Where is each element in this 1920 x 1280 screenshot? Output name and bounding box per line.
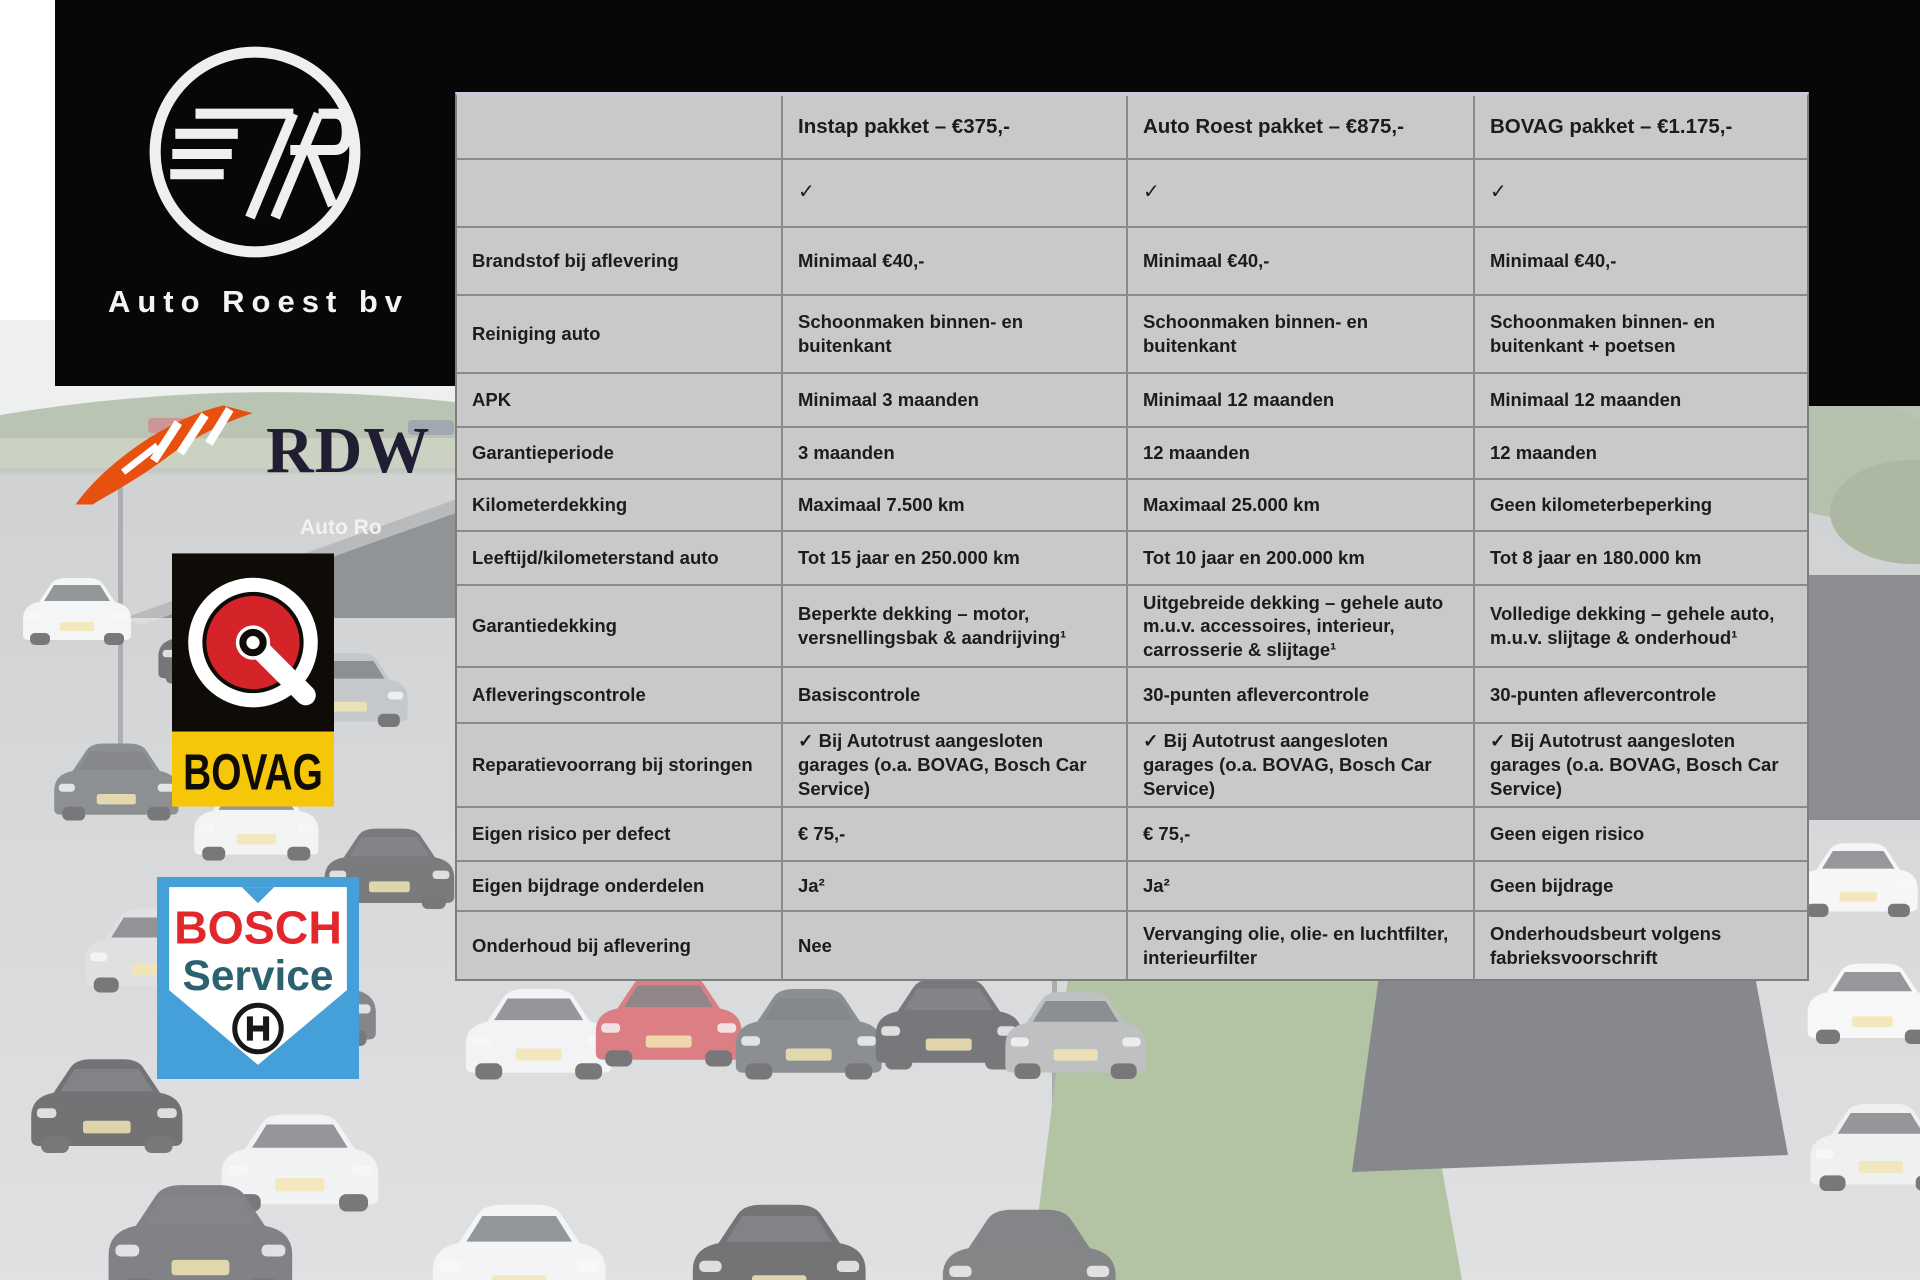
included-check-cell: ✓ bbox=[1128, 160, 1475, 228]
rdw-logo: RDW bbox=[66, 396, 429, 514]
row-label: Eigen bijdrage onderdelen bbox=[457, 862, 783, 912]
package-column-header: BOVAG pakket – €1.175,- bbox=[1475, 96, 1807, 160]
bosch-wordmark: BOSCH bbox=[174, 902, 342, 954]
right-black-band bbox=[1805, 0, 1920, 406]
table-cell: Tot 8 jaar en 180.000 km bbox=[1475, 532, 1807, 586]
bovag-badge-icon: BOVAG bbox=[172, 553, 334, 807]
table-cell: Schoonmaken binnen- en buitenkant bbox=[1128, 296, 1475, 374]
table-cell: Nee bbox=[783, 912, 1128, 979]
rdw-swoosh-icon bbox=[75, 405, 253, 505]
table-cell: Minimaal 3 maanden bbox=[783, 374, 1128, 428]
table-cell: Schoonmaken binnen- en buitenkant bbox=[783, 296, 1128, 374]
table-cell: Maximaal 25.000 km bbox=[1128, 480, 1475, 532]
table-cell: Tot 10 jaar en 200.000 km bbox=[1128, 532, 1475, 586]
package-comparison-table: Instap pakket – €375,- Auto Roest pakket … bbox=[455, 92, 1809, 981]
table-cell: Minimaal €40,- bbox=[783, 228, 1128, 296]
package-column-header: Auto Roest pakket – €875,- bbox=[1128, 96, 1475, 160]
package-column-header: Instap pakket – €375,- bbox=[783, 96, 1128, 160]
row-label: Onderhoud bij aflevering bbox=[457, 912, 783, 979]
table-cell: Geen kilometerbeperking bbox=[1475, 480, 1807, 532]
row-label: Brandstof bij aflevering bbox=[457, 228, 783, 296]
row-label: Eigen risico per defect bbox=[457, 808, 783, 862]
table-cell: 12 maanden bbox=[1475, 428, 1807, 480]
table-cell: Uitgebreide dekking – gehele auto m.u.v.… bbox=[1128, 586, 1475, 668]
table-cell: ✓ Bij Autotrust aangesloten garages (o.a… bbox=[783, 724, 1128, 808]
table-cell: Beperkte dekking – motor, versnellingsba… bbox=[783, 586, 1128, 668]
table-cell: Minimaal €40,- bbox=[1128, 228, 1475, 296]
table-cell: ✓ Bij Autotrust aangesloten garages (o.a… bbox=[1475, 724, 1807, 808]
table-cell: ✓ Bij Autotrust aangesloten garages (o.a… bbox=[1128, 724, 1475, 808]
table-cell: Ja² bbox=[1128, 862, 1475, 912]
photo-grass-patch bbox=[1030, 908, 1462, 1280]
table-cell: Onderhoudsbeurt volgens fabrieksvoorschr… bbox=[1490, 922, 1722, 968]
table-cell: Minimaal 12 maanden bbox=[1128, 374, 1475, 428]
auto-roest-logo-box: Auto Roest bv bbox=[55, 0, 455, 386]
included-check-cell: ✓ bbox=[1475, 160, 1807, 228]
table-cell: Schoonmaken binnen- en buitenkant + poet… bbox=[1475, 296, 1807, 374]
bosch-service-logo: BOSCH Service bbox=[157, 877, 359, 1079]
table-cell: Basiscontrole bbox=[783, 668, 1128, 724]
table-cell: Vervanging olie, olie- en luchtfilter, i… bbox=[1128, 912, 1475, 979]
table-cell: 30-punten aflevercontrole bbox=[1475, 668, 1807, 724]
table-cell: Geen bijdrage bbox=[1475, 862, 1807, 912]
row-label bbox=[457, 160, 783, 228]
bosch-service-text: Service bbox=[183, 952, 334, 999]
bosch-service-badge-icon: BOSCH Service bbox=[157, 877, 359, 1079]
building-sign-text: Auto Ro bbox=[300, 516, 382, 539]
table-cell: Ja² bbox=[783, 862, 1128, 912]
table-corner-cell bbox=[457, 96, 783, 160]
row-label: Reiniging auto bbox=[457, 296, 783, 374]
row-label: Reparatievoorrang bij storingen bbox=[457, 724, 783, 808]
table-cell: € 75,- bbox=[1128, 808, 1475, 862]
table-cell: Volledige dekking – gehele auto, m.u.v. … bbox=[1475, 586, 1807, 668]
bovag-logo: BOVAG bbox=[172, 552, 334, 808]
table-cell: 12 maanden bbox=[1128, 428, 1475, 480]
table-cell: € 75,- bbox=[783, 808, 1128, 862]
table-cell: Geen eigen risico bbox=[1475, 808, 1807, 862]
row-label: Afleveringscontrole bbox=[457, 668, 783, 724]
bovag-wordmark: BOVAG bbox=[183, 743, 323, 800]
auto-roest-7r-logo-icon bbox=[149, 46, 361, 258]
table-cell: 3 maanden bbox=[783, 428, 1128, 480]
row-label: APK bbox=[457, 374, 783, 428]
table-cell: Maximaal 7.500 km bbox=[783, 480, 1128, 532]
row-label: Garantieperiode bbox=[457, 428, 783, 480]
bosch-armature-icon bbox=[232, 1002, 284, 1055]
table-cell: 30-punten aflevercontrole bbox=[1128, 668, 1475, 724]
rdw-wordmark: RDW bbox=[266, 414, 431, 487]
table-cell: Minimaal €40,- bbox=[1475, 228, 1807, 296]
included-check-cell: ✓ bbox=[783, 160, 1128, 228]
table-cell: Tot 15 jaar en 250.000 km bbox=[783, 532, 1128, 586]
photo-canopy bbox=[1352, 922, 1788, 1172]
table-cell: Minimaal 12 maanden bbox=[1475, 374, 1807, 428]
row-label: Garantiedekking bbox=[457, 586, 783, 668]
row-label: Kilometerdekking bbox=[457, 480, 783, 532]
row-label: Leeftijd/kilometerstand auto bbox=[457, 532, 783, 586]
brand-name: Auto Roest bv bbox=[107, 284, 410, 319]
